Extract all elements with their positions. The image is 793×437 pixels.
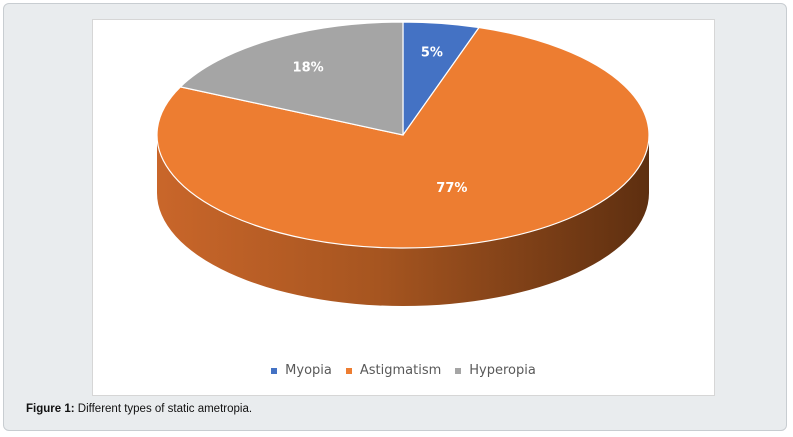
legend-label-hyperopia: Hyperopia — [469, 363, 536, 378]
chart-legend: Myopia Astigmatism Hyperopia — [93, 363, 714, 378]
figure-frame: 5% 77% 18% Myopia Astigmatism Hyperopia Fi… — [3, 3, 787, 431]
data-label-myopia: 5% — [421, 45, 443, 60]
pie-slice-astigmatism — [156, 26, 650, 249]
legend-label-myopia: Myopia — [285, 363, 332, 378]
legend-item-hyperopia: Hyperopia — [455, 363, 536, 378]
legend-swatch-myopia — [271, 367, 278, 374]
legend-item-astigmatism: Astigmatism — [345, 363, 442, 378]
data-label-astigmatism: 77% — [436, 181, 467, 196]
legend-label-astigmatism: Astigmatism — [359, 363, 442, 378]
pie-chart: 5% 77% 18% — [156, 21, 650, 306]
pie-sides — [157, 135, 649, 306]
data-label-hyperopia: 18% — [293, 60, 324, 75]
legend-item-myopia: Myopia — [271, 363, 332, 378]
caption-text: Different types of static ametropia. — [74, 403, 253, 415]
caption-label: Figure 1: — [26, 403, 75, 415]
legend-swatch-astigmatism — [345, 367, 352, 374]
legend-swatch-hyperopia — [455, 367, 462, 374]
pie-slices — [156, 21, 650, 249]
pie-data-labels: 5% 77% 18% — [293, 45, 468, 196]
chart-area: 5% 77% 18% Myopia Astigmatism Hyperopia — [92, 19, 715, 396]
pie-side-astigmatism — [157, 135, 649, 306]
figure-caption: Figure 1: Different types of static amet… — [26, 403, 252, 415]
pie-slice-hyperopia — [179, 21, 404, 136]
